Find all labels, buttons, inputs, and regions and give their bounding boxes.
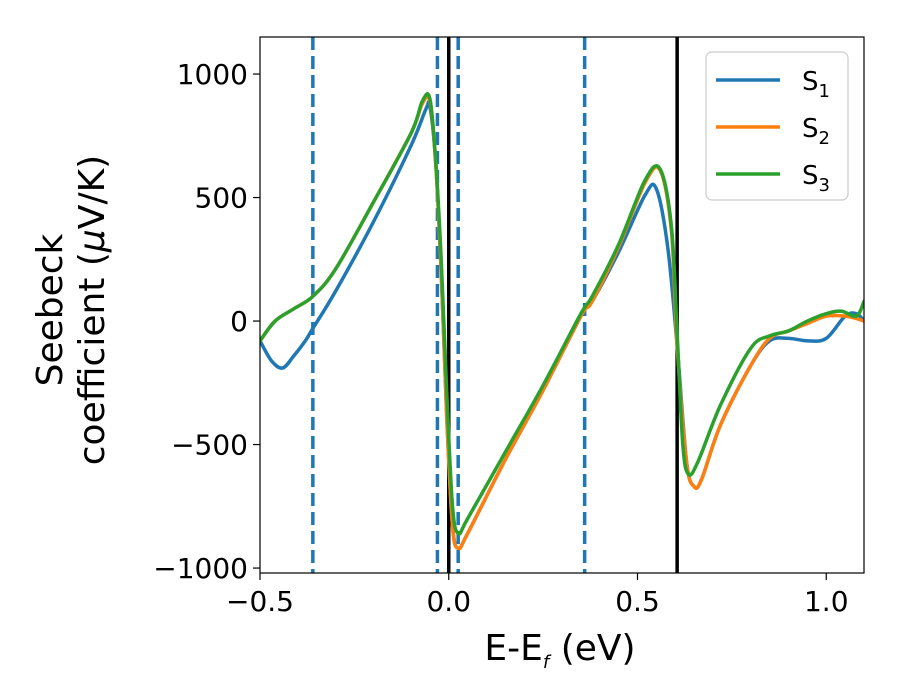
y-tick-label-4: −1000 xyxy=(153,552,248,585)
x-tick-label-1: 0.0 xyxy=(426,585,471,618)
series-lines xyxy=(260,92,864,551)
y-axis-label-line1: Seebeck xyxy=(30,233,71,386)
x-tick-label-0: −0.5 xyxy=(226,585,294,618)
x-tick-label-2: 0.5 xyxy=(615,585,660,618)
y-axis-label: Seebeck coefficient (μV/K) xyxy=(30,155,113,465)
x-axis-label: E-Ef (eV) xyxy=(484,628,635,673)
y-tick-label-3: −500 xyxy=(171,429,248,462)
x-axis-ticks: −0.5 0.0 0.5 1.0 xyxy=(226,573,849,618)
plot-frame xyxy=(259,36,865,574)
y-tick-label-2: 0 xyxy=(230,305,248,338)
y-axis-label-line2: coefficient (μV/K) xyxy=(72,155,113,465)
legend-label-s1: S1 xyxy=(802,67,830,102)
legend-label-s2: S2 xyxy=(802,114,830,149)
series-line-s3 xyxy=(260,92,864,536)
y-tick-label-0: 1000 xyxy=(177,58,248,91)
x-tick-label-3: 1.0 xyxy=(804,585,849,618)
legend-label-s3: S3 xyxy=(802,161,830,196)
legend: S1 S2 S3 xyxy=(705,51,849,201)
reference-lines xyxy=(311,37,679,573)
y-tick-label-1: 500 xyxy=(195,182,248,215)
y-axis-ticks: 1000 500 0 −500 −1000 xyxy=(153,58,260,585)
